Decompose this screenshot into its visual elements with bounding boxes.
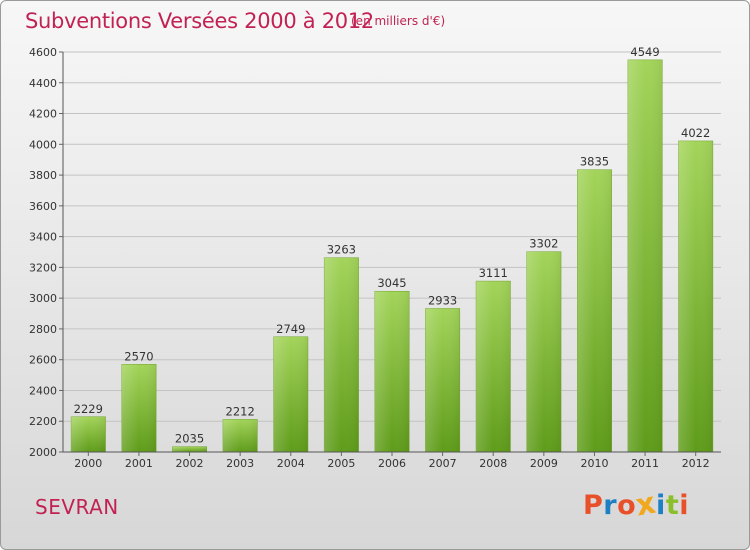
y-tick-label: 2600 xyxy=(29,354,57,367)
bar-shine xyxy=(222,419,258,452)
bar-shine xyxy=(71,416,106,452)
y-tick-label: 3600 xyxy=(29,200,57,213)
x-tick-label: 2004 xyxy=(277,457,305,470)
x-tick-label: 2011 xyxy=(631,457,659,470)
bar-value-label: 3111 xyxy=(479,266,508,280)
x-tick-label: 2002 xyxy=(176,457,204,470)
bar-value-label: 3302 xyxy=(529,237,558,251)
bar-value-label: 2229 xyxy=(74,402,103,416)
y-tick-label: 3400 xyxy=(29,231,57,244)
bar-value-label: 2749 xyxy=(276,322,305,336)
logo-letter: P xyxy=(583,490,604,521)
logo-letter: i xyxy=(679,490,689,521)
bar-shine xyxy=(273,336,308,452)
bar-shine xyxy=(172,446,207,452)
bar-value-label: 3263 xyxy=(327,243,356,257)
y-tick-label: 4000 xyxy=(29,138,57,151)
bar-value-label: 3835 xyxy=(580,155,609,169)
bar-value-label: 2933 xyxy=(428,293,457,307)
x-tick-label: 2005 xyxy=(327,457,355,470)
bar-shine xyxy=(121,364,157,452)
bar-value-label: 2212 xyxy=(226,404,255,418)
bar-value-label: 4022 xyxy=(681,126,710,140)
x-tick-label: 2006 xyxy=(378,457,406,470)
y-tick-label: 2000 xyxy=(29,446,57,459)
bar-shine xyxy=(627,59,663,452)
x-tick-label: 2000 xyxy=(74,457,102,470)
x-tick-label: 2008 xyxy=(479,457,507,470)
y-tick-label: 3800 xyxy=(29,169,57,182)
bar-shine xyxy=(425,308,460,452)
logo-letter: r xyxy=(603,490,618,521)
bar-value-label: 3045 xyxy=(377,276,406,290)
y-tick-label: 2200 xyxy=(29,415,57,428)
y-tick-label: 3000 xyxy=(29,292,57,305)
bar-shine xyxy=(324,257,359,452)
bar-shine xyxy=(374,291,410,452)
bar-value-label: 2035 xyxy=(175,432,204,446)
proxiti-logo[interactable]: Proxiti xyxy=(583,486,689,524)
x-tick-label: 2003 xyxy=(226,457,254,470)
y-tick-label: 4600 xyxy=(29,46,57,59)
bar-shine xyxy=(526,251,562,452)
y-tick-label: 4200 xyxy=(29,108,57,121)
y-tick-label: 2400 xyxy=(29,384,57,397)
bar-shine xyxy=(577,169,612,452)
logo-letter: i xyxy=(656,490,666,521)
y-tick-label: 3200 xyxy=(29,261,57,274)
x-tick-label: 2009 xyxy=(530,457,558,470)
bar-shine xyxy=(476,281,511,452)
x-tick-label: 2012 xyxy=(682,457,710,470)
bar-value-label: 2570 xyxy=(124,349,153,363)
x-tick-label: 2007 xyxy=(429,457,457,470)
bar-value-label: 4549 xyxy=(630,45,659,59)
y-tick-label: 4400 xyxy=(29,77,57,90)
bar-shine xyxy=(678,140,713,452)
y-tick-label: 2800 xyxy=(29,323,57,336)
logo-letter: t xyxy=(665,490,680,521)
chart-title: Subventions Versées 2000 à 2012 xyxy=(25,9,374,33)
chart-subtitle: (en milliers d'€) xyxy=(351,14,446,28)
x-tick-label: 2010 xyxy=(580,457,608,470)
x-tick-label: 2001 xyxy=(125,457,153,470)
place-name: SEVRAN xyxy=(35,495,119,519)
logo-letter: o xyxy=(617,490,637,521)
